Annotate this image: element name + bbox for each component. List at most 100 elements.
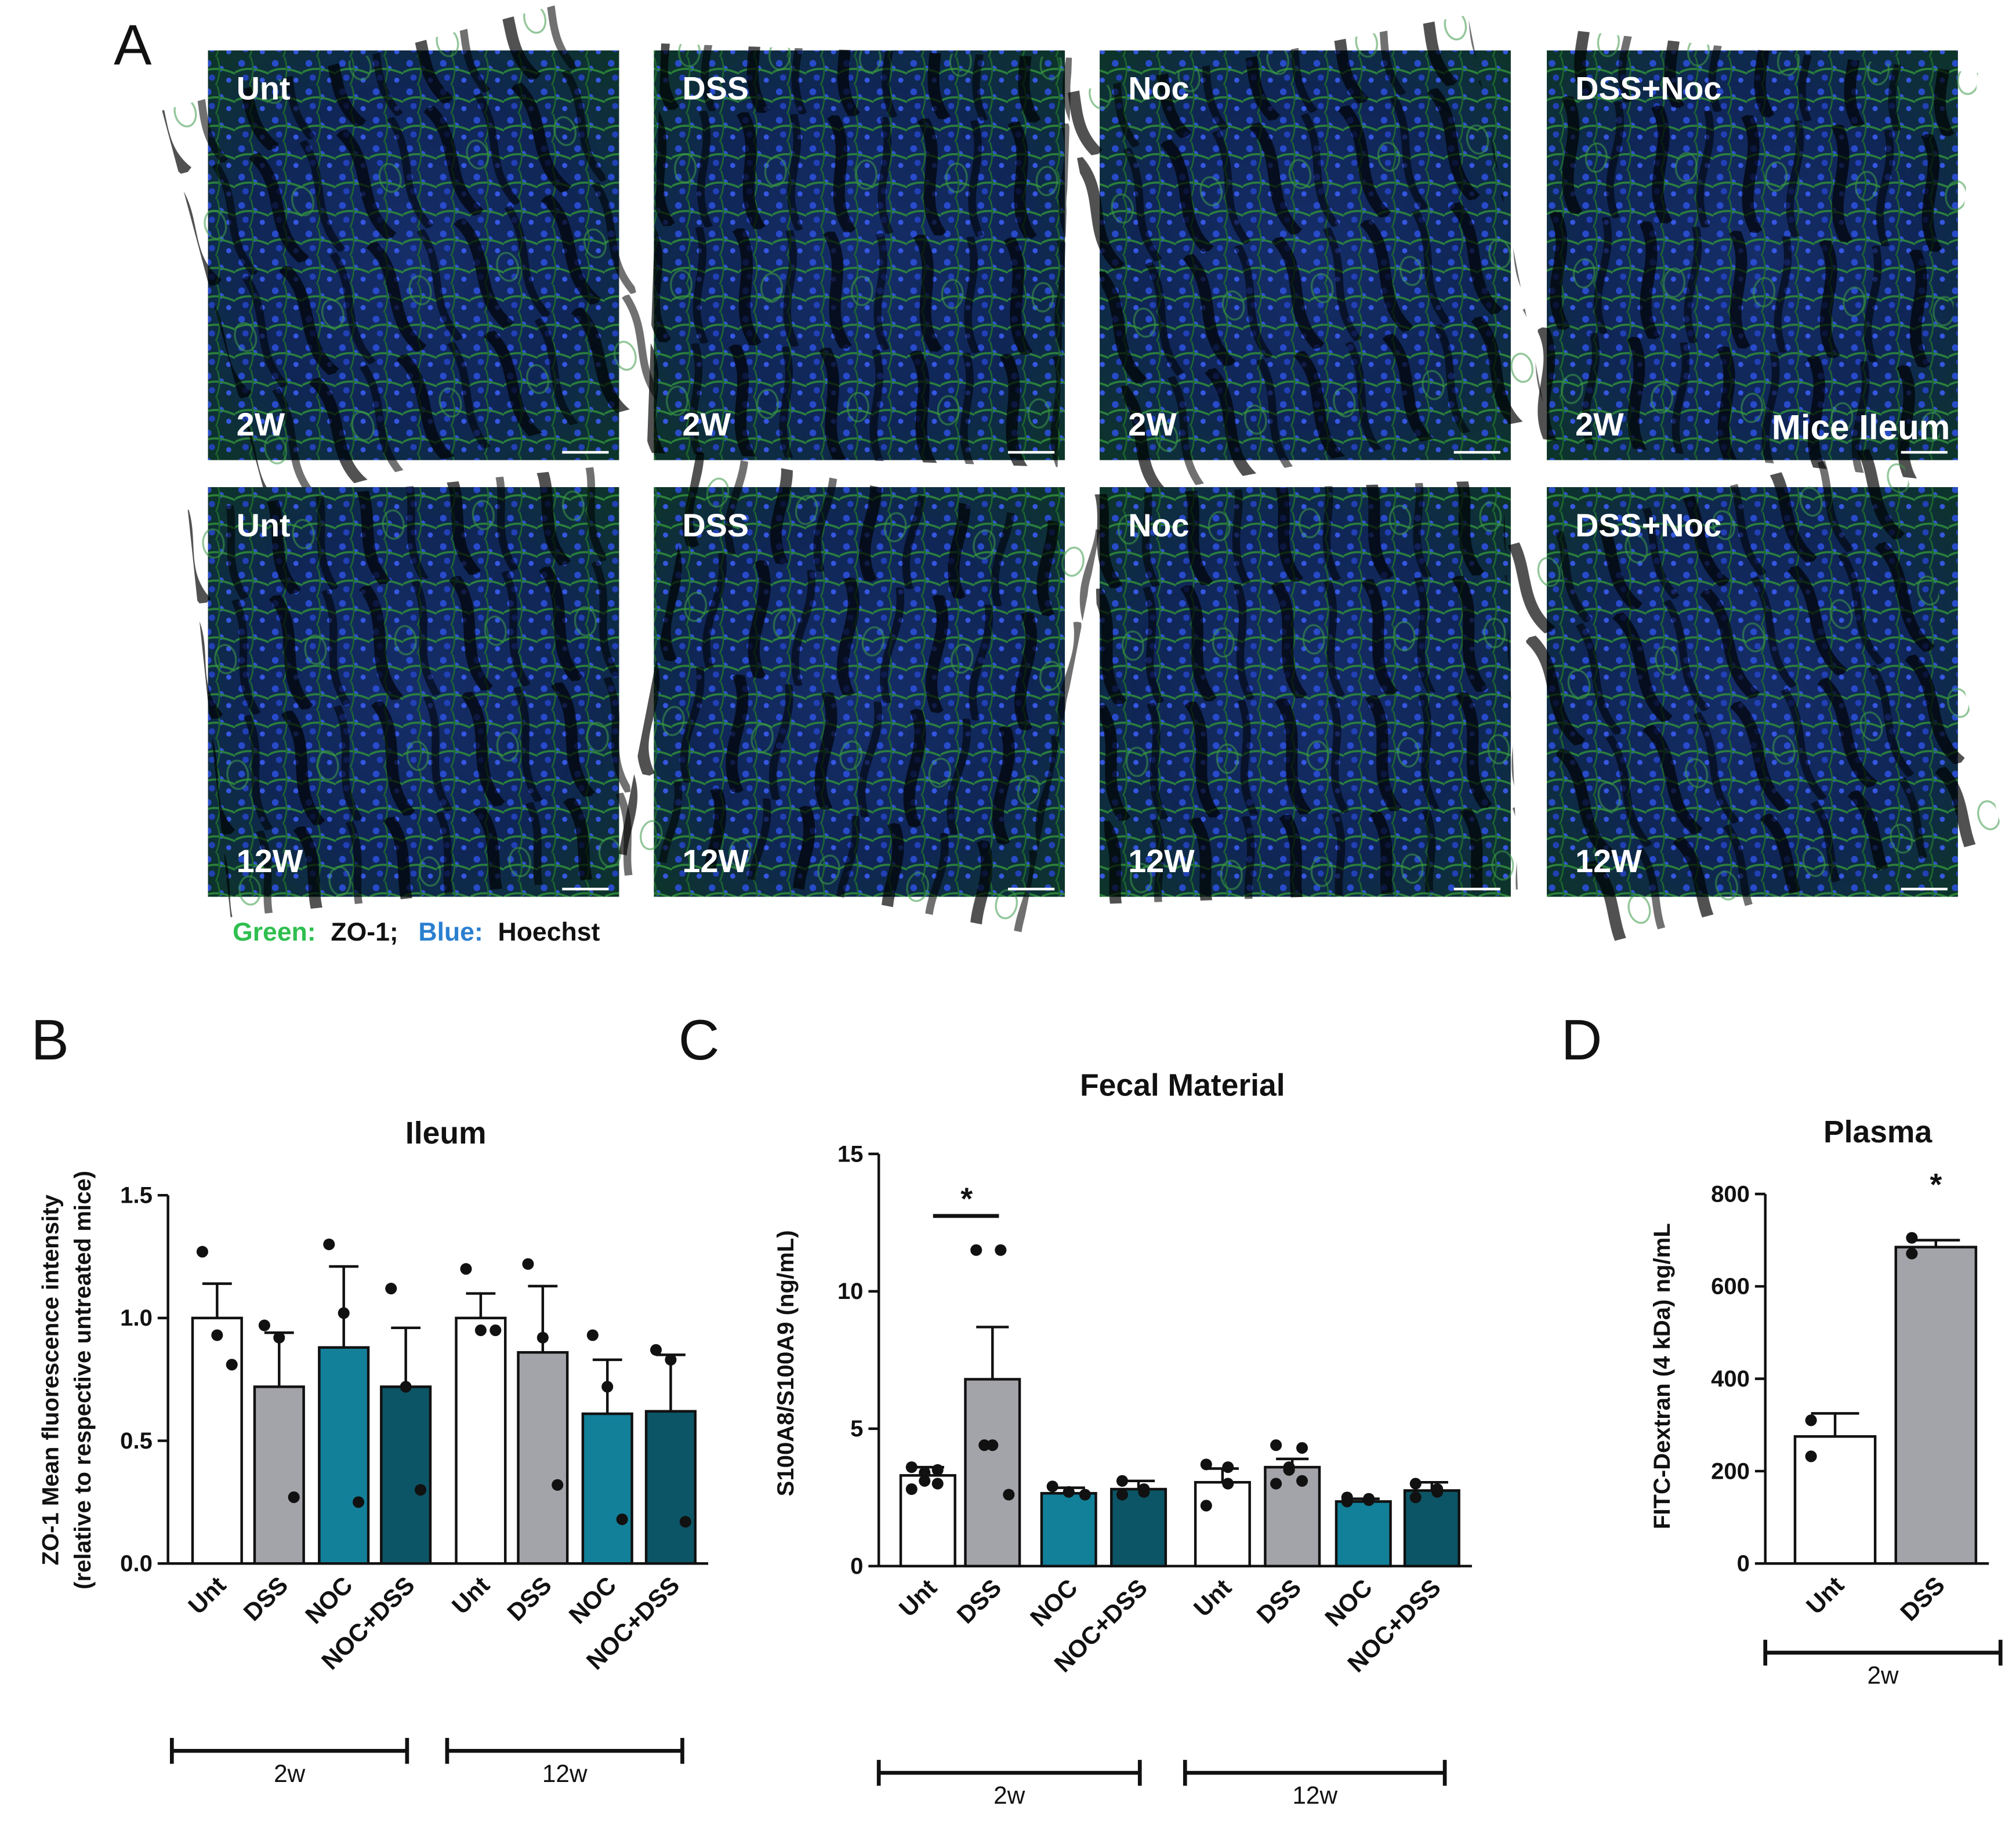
- data-point: [1805, 1450, 1817, 1462]
- data-point: [385, 1283, 397, 1295]
- data-point: [288, 1491, 300, 1503]
- tile-note: Mice Ileum: [1772, 408, 1950, 447]
- data-point: [1296, 1442, 1308, 1454]
- micrograph: DSS+Noc 12W: [1500, 441, 2004, 943]
- y-tick-label: 0: [1737, 1551, 1750, 1577]
- data-point: [1046, 1480, 1058, 1493]
- data-point: [616, 1514, 628, 1526]
- condition-label: DSS+Noc: [1575, 507, 1721, 543]
- data-point: [1906, 1247, 1918, 1260]
- x-tick-label: DSS: [952, 1574, 1007, 1629]
- data-point: [1222, 1478, 1234, 1490]
- bar: [517, 1351, 569, 1565]
- x-tick-label: NOC: [564, 1571, 622, 1629]
- y-axis-label: ZO-1 Mean fluorescence intensity: [38, 1194, 63, 1565]
- condition-label: Noc: [1128, 507, 1189, 543]
- data-point: [1906, 1232, 1918, 1244]
- data-point: [1270, 1439, 1282, 1451]
- data-point: [273, 1331, 285, 1344]
- y-tick-label: 1.5: [120, 1183, 153, 1208]
- data-point: [536, 1331, 549, 1344]
- data-point: [1116, 1489, 1129, 1501]
- data-point: [931, 1478, 944, 1490]
- panel-letter: C: [679, 1008, 720, 1072]
- y-tick-label: 200: [1711, 1458, 1750, 1484]
- y-axis-label: FITC-Dextran (4 kDa) ng/mL: [1649, 1223, 1675, 1529]
- data-point: [1296, 1475, 1308, 1487]
- data-point: [460, 1263, 472, 1275]
- bar: [644, 1410, 697, 1565]
- data-point: [905, 1483, 918, 1496]
- condition-label: DSS+Noc: [1575, 71, 1721, 107]
- group-label: 12w: [1292, 1782, 1337, 1809]
- data-point: [400, 1381, 412, 1393]
- data-point: [1270, 1478, 1282, 1490]
- data-point: [1116, 1475, 1129, 1487]
- data-point: [1409, 1491, 1422, 1504]
- bar: [455, 1316, 507, 1565]
- micrograph: DSS+Noc 2W: [1526, 30, 1978, 481]
- x-tick-label: NOC: [1025, 1574, 1083, 1632]
- condition-label: DSS: [682, 71, 749, 107]
- tissue-crypts: [647, 43, 1072, 467]
- data-point: [919, 1475, 931, 1487]
- condition-label: Unt: [237, 71, 291, 107]
- condition-label: Unt: [237, 507, 291, 543]
- data-point: [196, 1246, 208, 1258]
- x-tick-label: Unt: [1801, 1571, 1849, 1619]
- micrograph: DSS 12W: [618, 452, 1100, 932]
- data-point: [522, 1258, 534, 1270]
- data-point: [1283, 1464, 1295, 1476]
- group-label: 2w: [994, 1782, 1025, 1809]
- significance-marker: *: [1930, 1168, 1942, 1202]
- legend-key: Green:: [233, 918, 316, 946]
- tissue-crypts: [187, 467, 640, 917]
- x-tick-label: Unt: [894, 1574, 942, 1622]
- chart: D Plasma FITC-Dextran (4 kDa) ng/mL 0 200 400…: [1561, 1008, 2003, 1689]
- data-point: [1138, 1486, 1150, 1498]
- time-label: 12W: [682, 843, 749, 879]
- y-tick-label: 400: [1711, 1366, 1750, 1392]
- data-point: [1200, 1500, 1212, 1512]
- group-label: 2w: [1867, 1661, 1899, 1689]
- y-tick-label: 600: [1711, 1274, 1750, 1300]
- chart: B Ileum ZO-1 Mean fluorescence intensity (r…: [31, 1008, 709, 1787]
- tissue-crypts: [1526, 30, 1978, 481]
- data-point: [970, 1244, 982, 1256]
- time-label: 12W: [1128, 843, 1195, 879]
- x-tick-label: DSS: [502, 1571, 557, 1626]
- data-point: [987, 1439, 999, 1451]
- data-point: [258, 1319, 270, 1331]
- micrograph: Noc 12W: [1093, 480, 1518, 904]
- legend-text: ZO-1;: [331, 918, 398, 946]
- bar: [380, 1385, 432, 1565]
- time-label: 2W: [1575, 406, 1624, 442]
- tissue-crypts: [618, 452, 1100, 932]
- data-point: [211, 1329, 223, 1341]
- data-point: [586, 1329, 599, 1341]
- bar: [191, 1316, 243, 1565]
- data-point: [474, 1324, 487, 1337]
- micrograph: Unt 2W: [162, 4, 665, 507]
- chart: C Fecal Material S100A8/S100A9 (ng/mL) 0 5 10…: [679, 1008, 1472, 1809]
- y-tick-label: 0.0: [120, 1551, 153, 1577]
- y-tick-label: 15: [837, 1141, 864, 1167]
- data-point: [1363, 1494, 1375, 1506]
- data-point: [978, 1439, 991, 1451]
- panel-a: A Unt2WDSS2WNoc2WDSS+Noc2WUnt12WDSS12WNo…: [114, 4, 2004, 946]
- data-point: [1409, 1478, 1422, 1490]
- data-point: [665, 1353, 677, 1366]
- legend-key: Blue:: [418, 918, 483, 946]
- bar: [1110, 1487, 1167, 1567]
- data-point: [1341, 1496, 1353, 1508]
- tissue-crypts: [1064, 14, 1546, 496]
- significance-marker: *: [960, 1182, 973, 1217]
- data-point: [995, 1244, 1007, 1256]
- legend-text: Hoechst: [498, 918, 600, 946]
- data-point: [1805, 1414, 1817, 1427]
- chart-title: Fecal Material: [1080, 1069, 1285, 1103]
- bar: [1194, 1480, 1251, 1567]
- y-axis-label: S100A8/S100A9 (ng/mL): [773, 1230, 799, 1496]
- data-point: [931, 1464, 944, 1476]
- data-point: [679, 1516, 691, 1528]
